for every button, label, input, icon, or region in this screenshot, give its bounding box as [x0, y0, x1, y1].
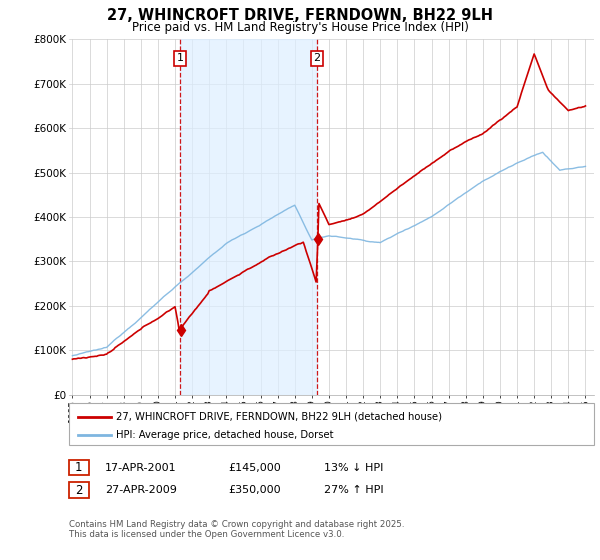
Text: 27, WHINCROFT DRIVE, FERNDOWN, BH22 9LH (detached house): 27, WHINCROFT DRIVE, FERNDOWN, BH22 9LH … — [116, 412, 442, 422]
Text: Contains HM Land Registry data © Crown copyright and database right 2025.
This d: Contains HM Land Registry data © Crown c… — [69, 520, 404, 539]
Text: Price paid vs. HM Land Registry's House Price Index (HPI): Price paid vs. HM Land Registry's House … — [131, 21, 469, 34]
Text: 17-APR-2001: 17-APR-2001 — [105, 463, 176, 473]
Text: £145,000: £145,000 — [228, 463, 281, 473]
Text: 2: 2 — [75, 483, 83, 497]
Text: 27, WHINCROFT DRIVE, FERNDOWN, BH22 9LH: 27, WHINCROFT DRIVE, FERNDOWN, BH22 9LH — [107, 8, 493, 24]
Text: 27-APR-2009: 27-APR-2009 — [105, 485, 177, 495]
Text: 13% ↓ HPI: 13% ↓ HPI — [324, 463, 383, 473]
Text: 1: 1 — [75, 461, 83, 474]
Text: 2: 2 — [313, 53, 320, 63]
Text: £350,000: £350,000 — [228, 485, 281, 495]
Bar — [180, 39, 317, 395]
Text: 27% ↑ HPI: 27% ↑ HPI — [324, 485, 383, 495]
Text: 1: 1 — [176, 53, 184, 63]
Text: HPI: Average price, detached house, Dorset: HPI: Average price, detached house, Dors… — [116, 430, 334, 440]
